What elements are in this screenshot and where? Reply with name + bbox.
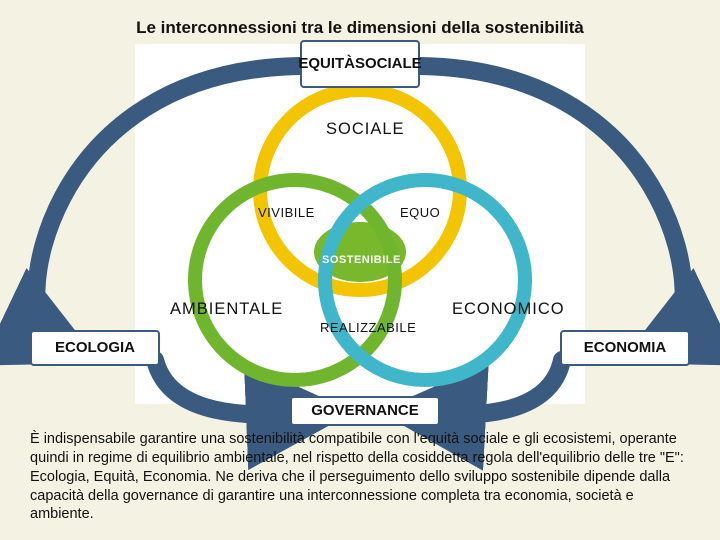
region-economico: ECONOMICO [452, 300, 565, 319]
diagram-background [135, 44, 585, 404]
region-sociale: SOCIALE [326, 120, 405, 139]
label-equita-sociale: EQUITÀSOCIALE [300, 40, 420, 88]
region-realizzabile: REALIZZABILE [320, 320, 416, 335]
page-title: Le interconnessioni tra le dimensioni de… [0, 18, 720, 38]
label-ecologia: ECOLOGIA [30, 330, 160, 366]
region-sostenibile: SOSTENIBILE [322, 254, 401, 266]
label-economia: ECONOMIA [560, 330, 690, 366]
region-ambientale: AMBIENTALE [170, 300, 283, 319]
label-governance: GOVERNANCE [290, 396, 440, 426]
region-equo: EQUO [400, 205, 440, 220]
region-vivibile: VIVIBILE [258, 205, 315, 220]
body-paragraph: È indispensabile garantire una sostenibi… [30, 430, 690, 524]
